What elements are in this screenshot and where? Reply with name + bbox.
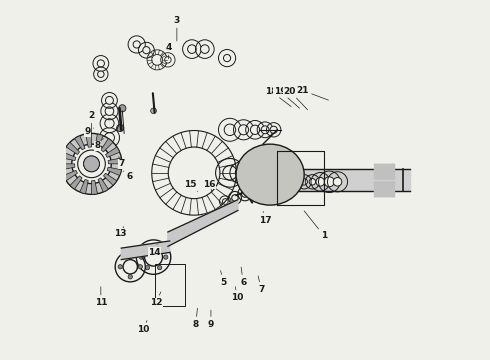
Wedge shape [101, 139, 113, 152]
Text: 6: 6 [123, 171, 133, 181]
Text: 6: 6 [240, 267, 246, 287]
Circle shape [133, 41, 140, 48]
Circle shape [157, 266, 162, 270]
Circle shape [165, 57, 171, 63]
Wedge shape [80, 179, 88, 194]
Circle shape [98, 71, 104, 77]
Circle shape [104, 133, 115, 143]
Text: 19: 19 [274, 86, 299, 108]
Text: 11: 11 [95, 287, 107, 307]
Text: 12: 12 [150, 292, 163, 307]
Circle shape [333, 177, 342, 186]
Polygon shape [122, 241, 170, 260]
Circle shape [105, 96, 113, 104]
Circle shape [61, 134, 122, 194]
Circle shape [119, 105, 126, 112]
Circle shape [164, 255, 168, 259]
Text: 1: 1 [304, 211, 327, 240]
Wedge shape [86, 134, 92, 147]
Text: 7: 7 [118, 157, 124, 168]
Circle shape [118, 265, 122, 269]
Wedge shape [61, 164, 75, 170]
Text: 2: 2 [88, 111, 95, 134]
Text: 15: 15 [184, 180, 197, 192]
Circle shape [223, 166, 237, 180]
Circle shape [145, 248, 163, 266]
Text: 9: 9 [84, 127, 94, 136]
Text: 17: 17 [260, 211, 272, 225]
Wedge shape [107, 167, 122, 176]
Wedge shape [92, 180, 98, 194]
Circle shape [250, 125, 260, 134]
Text: 4: 4 [166, 43, 172, 59]
Circle shape [84, 156, 99, 172]
Circle shape [123, 260, 137, 274]
Circle shape [235, 167, 246, 178]
Circle shape [188, 45, 196, 53]
Text: 8: 8 [193, 308, 199, 329]
Circle shape [105, 107, 114, 116]
Wedge shape [95, 134, 103, 148]
Circle shape [128, 255, 132, 259]
Text: 14: 14 [148, 244, 161, 257]
Circle shape [309, 179, 316, 185]
Circle shape [143, 46, 150, 54]
Circle shape [242, 190, 248, 197]
Wedge shape [66, 142, 79, 154]
Text: 3: 3 [174, 16, 180, 41]
Wedge shape [108, 158, 122, 164]
Circle shape [316, 177, 324, 186]
Circle shape [84, 156, 99, 172]
Wedge shape [74, 136, 85, 150]
Text: 10: 10 [137, 321, 149, 334]
Circle shape [151, 108, 156, 114]
Circle shape [157, 244, 162, 249]
Circle shape [128, 275, 132, 279]
Circle shape [105, 119, 114, 128]
Text: 7: 7 [258, 276, 264, 294]
Circle shape [270, 126, 277, 134]
Wedge shape [105, 147, 120, 157]
Circle shape [292, 178, 299, 185]
Circle shape [146, 244, 149, 249]
Circle shape [223, 54, 231, 62]
Circle shape [301, 179, 307, 185]
Circle shape [117, 125, 124, 132]
Text: 5: 5 [220, 271, 226, 287]
Circle shape [168, 147, 220, 199]
Wedge shape [98, 178, 108, 192]
Circle shape [239, 125, 248, 135]
Text: 18: 18 [265, 86, 291, 107]
Polygon shape [168, 200, 238, 246]
Text: 13: 13 [114, 226, 126, 238]
Text: 9: 9 [208, 310, 214, 329]
Circle shape [222, 199, 228, 204]
Circle shape [224, 124, 236, 135]
Circle shape [97, 60, 104, 67]
Text: 10: 10 [231, 287, 244, 302]
Wedge shape [62, 152, 76, 161]
Wedge shape [70, 176, 82, 189]
Circle shape [152, 54, 163, 65]
Wedge shape [63, 170, 77, 181]
Ellipse shape [236, 144, 304, 205]
Circle shape [200, 45, 209, 53]
Circle shape [138, 265, 143, 269]
Circle shape [139, 255, 144, 259]
Wedge shape [103, 173, 117, 185]
Text: 16: 16 [203, 180, 216, 192]
Circle shape [232, 195, 238, 201]
Text: 21: 21 [296, 86, 328, 100]
Text: 8: 8 [94, 139, 103, 150]
Circle shape [324, 177, 334, 187]
Text: 20: 20 [284, 86, 308, 110]
Circle shape [72, 144, 111, 184]
Circle shape [146, 266, 149, 270]
Circle shape [261, 126, 269, 134]
